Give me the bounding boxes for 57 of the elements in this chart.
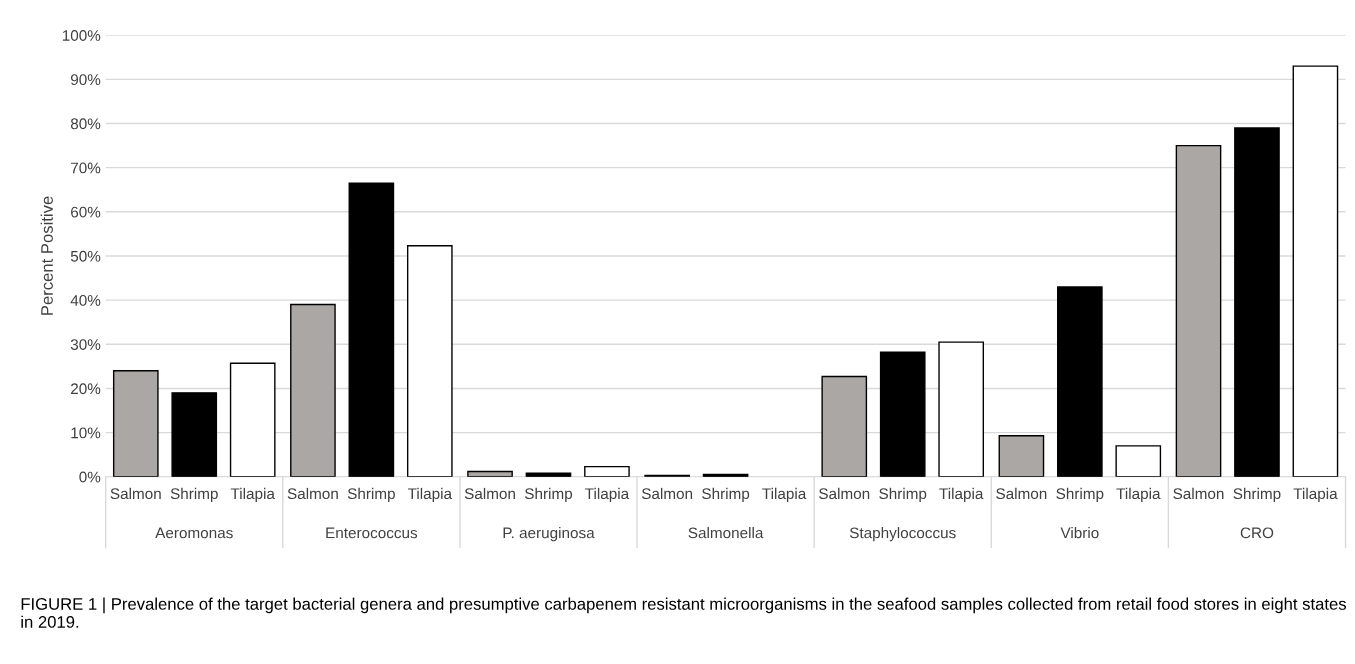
text: Tilapia <box>1116 487 1161 503</box>
bar <box>406 245 453 477</box>
bar <box>1175 144 1222 477</box>
bar <box>584 465 630 477</box>
y-tick-label: 70% <box>71 162 101 174</box>
y-axis-title: Percent Positive <box>40 196 53 315</box>
text: Shrimp <box>702 487 750 503</box>
bar <box>1115 445 1162 477</box>
text: Salmon <box>464 487 515 500</box>
bar <box>290 303 336 477</box>
y-tick-label: 30% <box>70 339 101 350</box>
x-tick-label: Salmonella <box>688 527 764 539</box>
text: Tilapia <box>1293 487 1338 503</box>
bar <box>229 362 276 477</box>
y-tick-label: 0% <box>79 471 101 483</box>
text: Tilapia <box>939 487 984 503</box>
text: Tilapia <box>407 487 453 503</box>
y-tick-label: 50% <box>70 250 101 262</box>
caption: FIGURE 1 | Prevalence of the target bacterial genera and presumptive carbapenem resistant microorganisms in the seafood samples collected from retail food stores in eight states in 2019. <box>21 597 1347 628</box>
x-tick-label: Aeromonas <box>155 527 233 539</box>
bar <box>112 370 159 477</box>
series-label: Salmon <box>287 487 338 500</box>
text: Tilapia <box>585 487 630 503</box>
bar <box>1292 65 1339 477</box>
text: Salmon <box>1173 487 1224 500</box>
bar <box>1057 286 1103 477</box>
x-tick-label: Staphylococcus <box>849 527 956 542</box>
bar <box>998 434 1045 477</box>
x-tick-label: P. aeruginosa <box>503 527 595 542</box>
text: Salmon <box>110 487 161 500</box>
text: Salmon <box>641 487 693 500</box>
text: Shrimp <box>1056 487 1104 503</box>
y-tick-label: 10% <box>71 427 101 439</box>
y-tick-label: 90% <box>70 74 101 86</box>
y-tick-label: 80% <box>70 118 101 130</box>
series-label: Tilapia <box>230 487 275 503</box>
bar <box>1234 127 1280 477</box>
series-label: Shrimp <box>1233 487 1281 503</box>
text: Shrimp <box>347 487 395 503</box>
bar <box>171 392 218 477</box>
bar <box>879 351 926 477</box>
text: Shrimp <box>879 487 927 503</box>
x-tick-label: CRO <box>1240 527 1274 539</box>
y-tick-label: 20% <box>71 383 101 395</box>
text: Shrimp <box>524 487 573 503</box>
text: Salmon <box>819 487 870 500</box>
x-tick-label: Vibrio <box>1060 527 1099 539</box>
y-tick-label: 100% <box>62 30 101 41</box>
text: Salmon <box>996 487 1047 500</box>
text: Shrimp <box>170 487 218 503</box>
y-tick-label: 60% <box>71 206 101 218</box>
text: Tilapia <box>762 487 807 503</box>
bar <box>938 341 985 477</box>
bar <box>348 182 395 477</box>
y-tick-label: 40% <box>70 295 101 306</box>
x-tick-label: Enterococcus <box>326 527 418 539</box>
bar <box>821 375 868 477</box>
